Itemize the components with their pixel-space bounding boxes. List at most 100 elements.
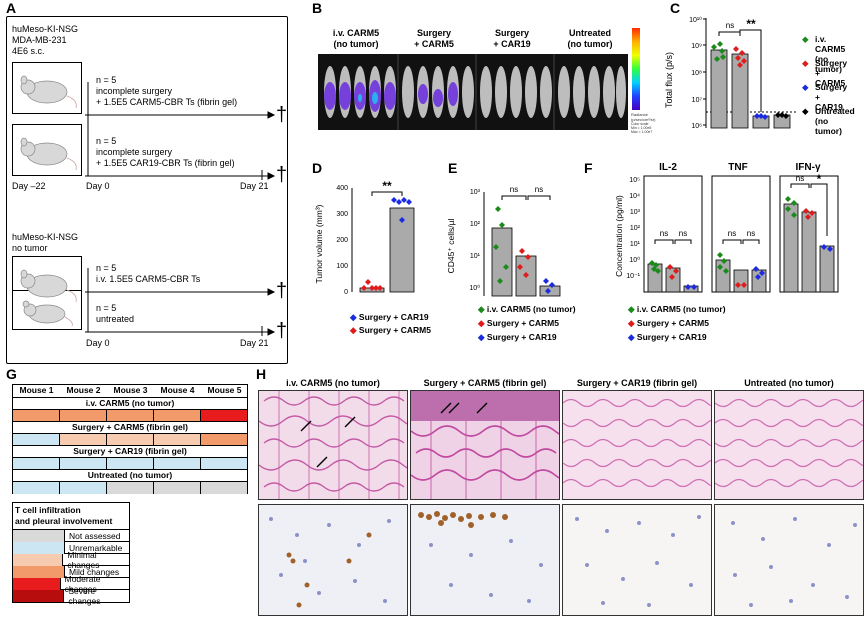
he-image-1 bbox=[258, 390, 408, 500]
e-sig-2: ns bbox=[535, 185, 543, 194]
c-legend-marker-1: ◆ bbox=[802, 34, 809, 44]
g-legend-swatch-4 bbox=[13, 565, 65, 578]
g-legend-row-3: Minimal changes bbox=[13, 550, 129, 570]
g-row-3 bbox=[13, 457, 247, 470]
h-header-2: Surgery + CARM5 (fibrin gel) bbox=[423, 378, 547, 388]
death-marker-1: † bbox=[276, 104, 288, 126]
g-cell-3-5 bbox=[201, 458, 247, 470]
arm1-line2: + 1.5E5 CARM5-CBR Ts (fibrin gel) bbox=[96, 97, 238, 107]
e-legend-label-1: i.v. CARM5 (no tumor) bbox=[486, 304, 576, 314]
panel-e-label: E bbox=[448, 160, 458, 176]
bli-image bbox=[318, 54, 628, 130]
arm2-n: n = 5 bbox=[96, 136, 117, 146]
e-ytick-2: 10² bbox=[470, 221, 481, 228]
e-ylabel: CD45⁺ cells/µl bbox=[446, 219, 456, 274]
g-cell-2-2 bbox=[60, 434, 107, 446]
color-scale-note: Color scale Min = 1.00e5 Max = 1.00e7 bbox=[631, 122, 653, 134]
g-cell-2-5 bbox=[201, 434, 247, 446]
c-legend-marker-2: ◆ bbox=[802, 58, 809, 68]
d-ytick-0: 0 bbox=[344, 289, 348, 296]
g-cell-1-2 bbox=[60, 410, 107, 422]
death-marker-2: † bbox=[276, 164, 288, 186]
day-zero-1: Day 0 bbox=[86, 181, 110, 191]
g-row-1 bbox=[13, 409, 247, 422]
panel-f-label: F bbox=[584, 160, 593, 176]
g-group-1: i.v. CARM5 (no tumor) bbox=[13, 397, 247, 409]
f-legend-marker-3: ◆ bbox=[628, 332, 635, 342]
f-title-ifn: IFN-γ bbox=[796, 162, 821, 173]
c-ytick-4: 10⁶ bbox=[691, 123, 702, 130]
he-image-4 bbox=[714, 390, 864, 500]
d-legend-label-2: Surgery + CARM5 bbox=[358, 325, 431, 335]
day-start: Day –22 bbox=[12, 181, 46, 191]
g-legend-swatch-2 bbox=[13, 541, 65, 554]
group1-cells: MDA-MB-231 bbox=[12, 35, 67, 45]
e-legend-1: ◆ i.v. CARM5 (no tumor) bbox=[478, 304, 576, 314]
death-marker-3: † bbox=[276, 280, 288, 302]
f-legend-marker-2: ◆ bbox=[628, 318, 635, 328]
f-ytick-4: 10⁴ bbox=[629, 193, 640, 200]
c-legend-label-4: Untreated (no tumor) bbox=[815, 106, 855, 136]
g-legend-label-5: Moderate changes bbox=[64, 573, 101, 594]
g-row-4 bbox=[12, 482, 248, 494]
f-ylabel: Concentration (pg/ml) bbox=[614, 195, 624, 277]
g-mouse-5: Mouse 5 bbox=[207, 385, 242, 395]
f-legend-marker-1: ◆ bbox=[628, 304, 635, 314]
d-legend-marker-2: ◆ bbox=[350, 325, 357, 335]
g-cell-2-3 bbox=[107, 434, 154, 446]
radiance-color-bar bbox=[632, 28, 640, 110]
f-ifn-sig-2: * bbox=[817, 172, 822, 186]
group2-cells: no tumor bbox=[12, 243, 48, 253]
d-sig: ** bbox=[382, 179, 392, 193]
g-legend: T cell infiltration and pleural involvem… bbox=[12, 502, 130, 606]
e-ytick-1: 10¹ bbox=[470, 253, 481, 260]
e-legend-label-3: Surgery + CAR19 bbox=[486, 332, 557, 342]
he-image-3 bbox=[562, 390, 712, 500]
e-legend-3: ◆ Surgery + CAR19 bbox=[478, 332, 557, 342]
g-legend-swatch-6 bbox=[13, 590, 65, 602]
c-ytick-1: 10⁹ bbox=[691, 43, 702, 50]
g-legend-row-4: Mild changes bbox=[13, 565, 129, 578]
panel-d-chart: Tumor volume (mm³) 0 100 200 300 400 ** bbox=[314, 179, 415, 296]
day-end-2: Day 21 bbox=[240, 338, 269, 348]
h-header-1: i.v. CARM5 (no tumor) bbox=[286, 378, 380, 388]
g-cell-4-4 bbox=[154, 482, 201, 494]
d-legend-marker-1: ◆ bbox=[350, 312, 357, 322]
f-title-il2: IL-2 bbox=[659, 162, 677, 173]
g-legend-row-5: Moderate changes bbox=[13, 574, 129, 594]
g-cell-2-1 bbox=[13, 434, 60, 446]
g-legend-row-1: Not assessed bbox=[13, 529, 129, 542]
g-legend-row-2: Unremarkable bbox=[13, 541, 129, 554]
ihc-image-1 bbox=[258, 504, 408, 616]
day-end-1: Day 21 bbox=[240, 181, 269, 191]
g-legend-row-6: Severe changes bbox=[13, 586, 129, 606]
d-ylabel: Tumor volume (mm³) bbox=[314, 204, 324, 283]
g-cell-3-1 bbox=[13, 458, 60, 470]
bli-group-2: Surgery + CARM5 bbox=[414, 28, 454, 49]
g-cell-1-4 bbox=[154, 410, 201, 422]
group1-strain: huMeso-KI-NSG bbox=[12, 24, 79, 34]
f-tnf-sig-2: ns bbox=[747, 229, 755, 238]
panel-g-label: G bbox=[6, 366, 17, 382]
g-mouse-3: Mouse 3 bbox=[113, 385, 148, 395]
h-header-3: Surgery + CAR19 (fibrin gel) bbox=[576, 378, 698, 388]
f-ytick-5: 10⁵ bbox=[629, 177, 640, 184]
c-legend-label-2: Surgery + CARM5 bbox=[815, 58, 848, 88]
panel-a-drawing bbox=[20, 75, 276, 336]
g-legend-label-3: Minimal changes bbox=[67, 549, 100, 570]
d-ytick-4: 400 bbox=[336, 185, 348, 192]
panel-c-label: C bbox=[670, 0, 681, 16]
arm3-n: n = 5 bbox=[96, 263, 117, 273]
f-legend-2: ◆ Surgery + CARM5 bbox=[628, 318, 709, 328]
g-group-3: Surgery + CAR19 (fibrin gel) bbox=[13, 445, 247, 457]
g-cell-3-3 bbox=[107, 458, 154, 470]
g-group-2: Surgery + CARM5 (fibrin gel) bbox=[13, 421, 247, 433]
d-ytick-1: 100 bbox=[336, 263, 348, 270]
bli-group-4: Untreated (no tumor) bbox=[567, 28, 613, 49]
g-cell-4-5 bbox=[201, 482, 247, 494]
f-ytick-m1: 10⁻¹ bbox=[626, 273, 640, 280]
panel-d-label: D bbox=[312, 160, 323, 176]
f-il2-sig-2: ns bbox=[679, 229, 687, 238]
c-ytick-0: 10¹⁰ bbox=[689, 16, 702, 24]
g-legend-swatch-3 bbox=[13, 553, 64, 566]
